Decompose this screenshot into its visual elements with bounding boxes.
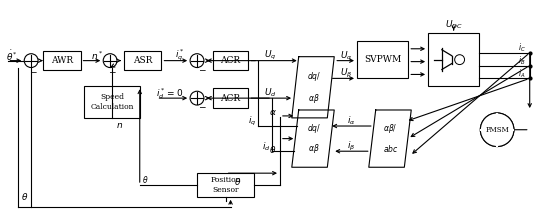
Text: Speed
Calculation: Speed Calculation [90, 94, 134, 111]
Text: $\alpha$: $\alpha$ [269, 108, 277, 118]
Text: $-$: $-$ [197, 64, 206, 73]
Text: $U_d$: $U_d$ [264, 87, 277, 99]
FancyBboxPatch shape [428, 33, 480, 86]
Text: PMSM: PMSM [485, 126, 509, 134]
Text: $\alpha\beta/$: $\alpha\beta/$ [383, 122, 398, 135]
Text: $i_B$: $i_B$ [518, 54, 526, 67]
Text: $-$: $-$ [108, 66, 117, 75]
FancyBboxPatch shape [85, 86, 140, 118]
Text: $U_\beta$: $U_\beta$ [340, 67, 353, 80]
Text: $i_\alpha$: $i_\alpha$ [347, 115, 356, 127]
Text: $U_\alpha$: $U_\alpha$ [340, 49, 353, 62]
Text: $\theta$: $\theta$ [20, 191, 28, 202]
Text: $-$: $-$ [197, 102, 206, 111]
Circle shape [480, 113, 514, 146]
Text: ACR: ACR [221, 56, 241, 65]
Text: $\dot{\theta}^*$: $\dot{\theta}^*$ [7, 49, 18, 63]
Circle shape [190, 91, 204, 105]
Text: AWR: AWR [51, 56, 73, 65]
Polygon shape [369, 110, 411, 167]
Circle shape [190, 54, 204, 68]
Text: $i_q^*$: $i_q^*$ [174, 48, 184, 63]
Text: $dq/$: $dq/$ [306, 122, 321, 135]
Circle shape [455, 55, 465, 65]
Text: $n$: $n$ [117, 121, 124, 130]
FancyBboxPatch shape [213, 88, 249, 108]
Text: $i_q$: $i_q$ [248, 114, 256, 128]
Text: $abc$: $abc$ [383, 143, 399, 154]
Circle shape [480, 113, 514, 146]
Text: $U_{DC}$: $U_{DC}$ [445, 19, 463, 31]
Text: $i_\beta$: $i_\beta$ [347, 140, 356, 153]
Circle shape [103, 54, 117, 68]
Polygon shape [292, 110, 334, 167]
Text: $U_q$: $U_q$ [264, 49, 276, 62]
Polygon shape [292, 57, 334, 118]
Text: $dq/$: $dq/$ [306, 70, 321, 83]
FancyBboxPatch shape [357, 41, 408, 78]
Text: ACR: ACR [221, 94, 241, 103]
Text: $-$: $-$ [29, 66, 37, 75]
Text: $n^*$: $n^*$ [91, 49, 103, 62]
FancyBboxPatch shape [197, 173, 254, 197]
Text: $i_d$: $i_d$ [262, 140, 271, 153]
FancyBboxPatch shape [213, 51, 249, 70]
FancyBboxPatch shape [124, 51, 162, 70]
Text: $\alpha\beta$: $\alpha\beta$ [308, 142, 320, 155]
Text: $\theta$: $\theta$ [270, 144, 277, 155]
Text: $\theta$: $\theta$ [142, 174, 149, 185]
Text: SVPWM: SVPWM [364, 55, 402, 64]
Text: $\alpha\beta$: $\alpha\beta$ [308, 92, 320, 105]
Text: $i_A$: $i_A$ [518, 67, 526, 80]
Text: $\theta$: $\theta$ [234, 175, 241, 187]
FancyBboxPatch shape [43, 51, 80, 70]
Circle shape [24, 54, 38, 68]
Text: Position
Sensor: Position Sensor [211, 176, 241, 194]
Text: $i_d^*=0$: $i_d^*=0$ [156, 86, 183, 101]
Text: $i_C$: $i_C$ [518, 42, 526, 54]
Text: ASR: ASR [133, 56, 152, 65]
